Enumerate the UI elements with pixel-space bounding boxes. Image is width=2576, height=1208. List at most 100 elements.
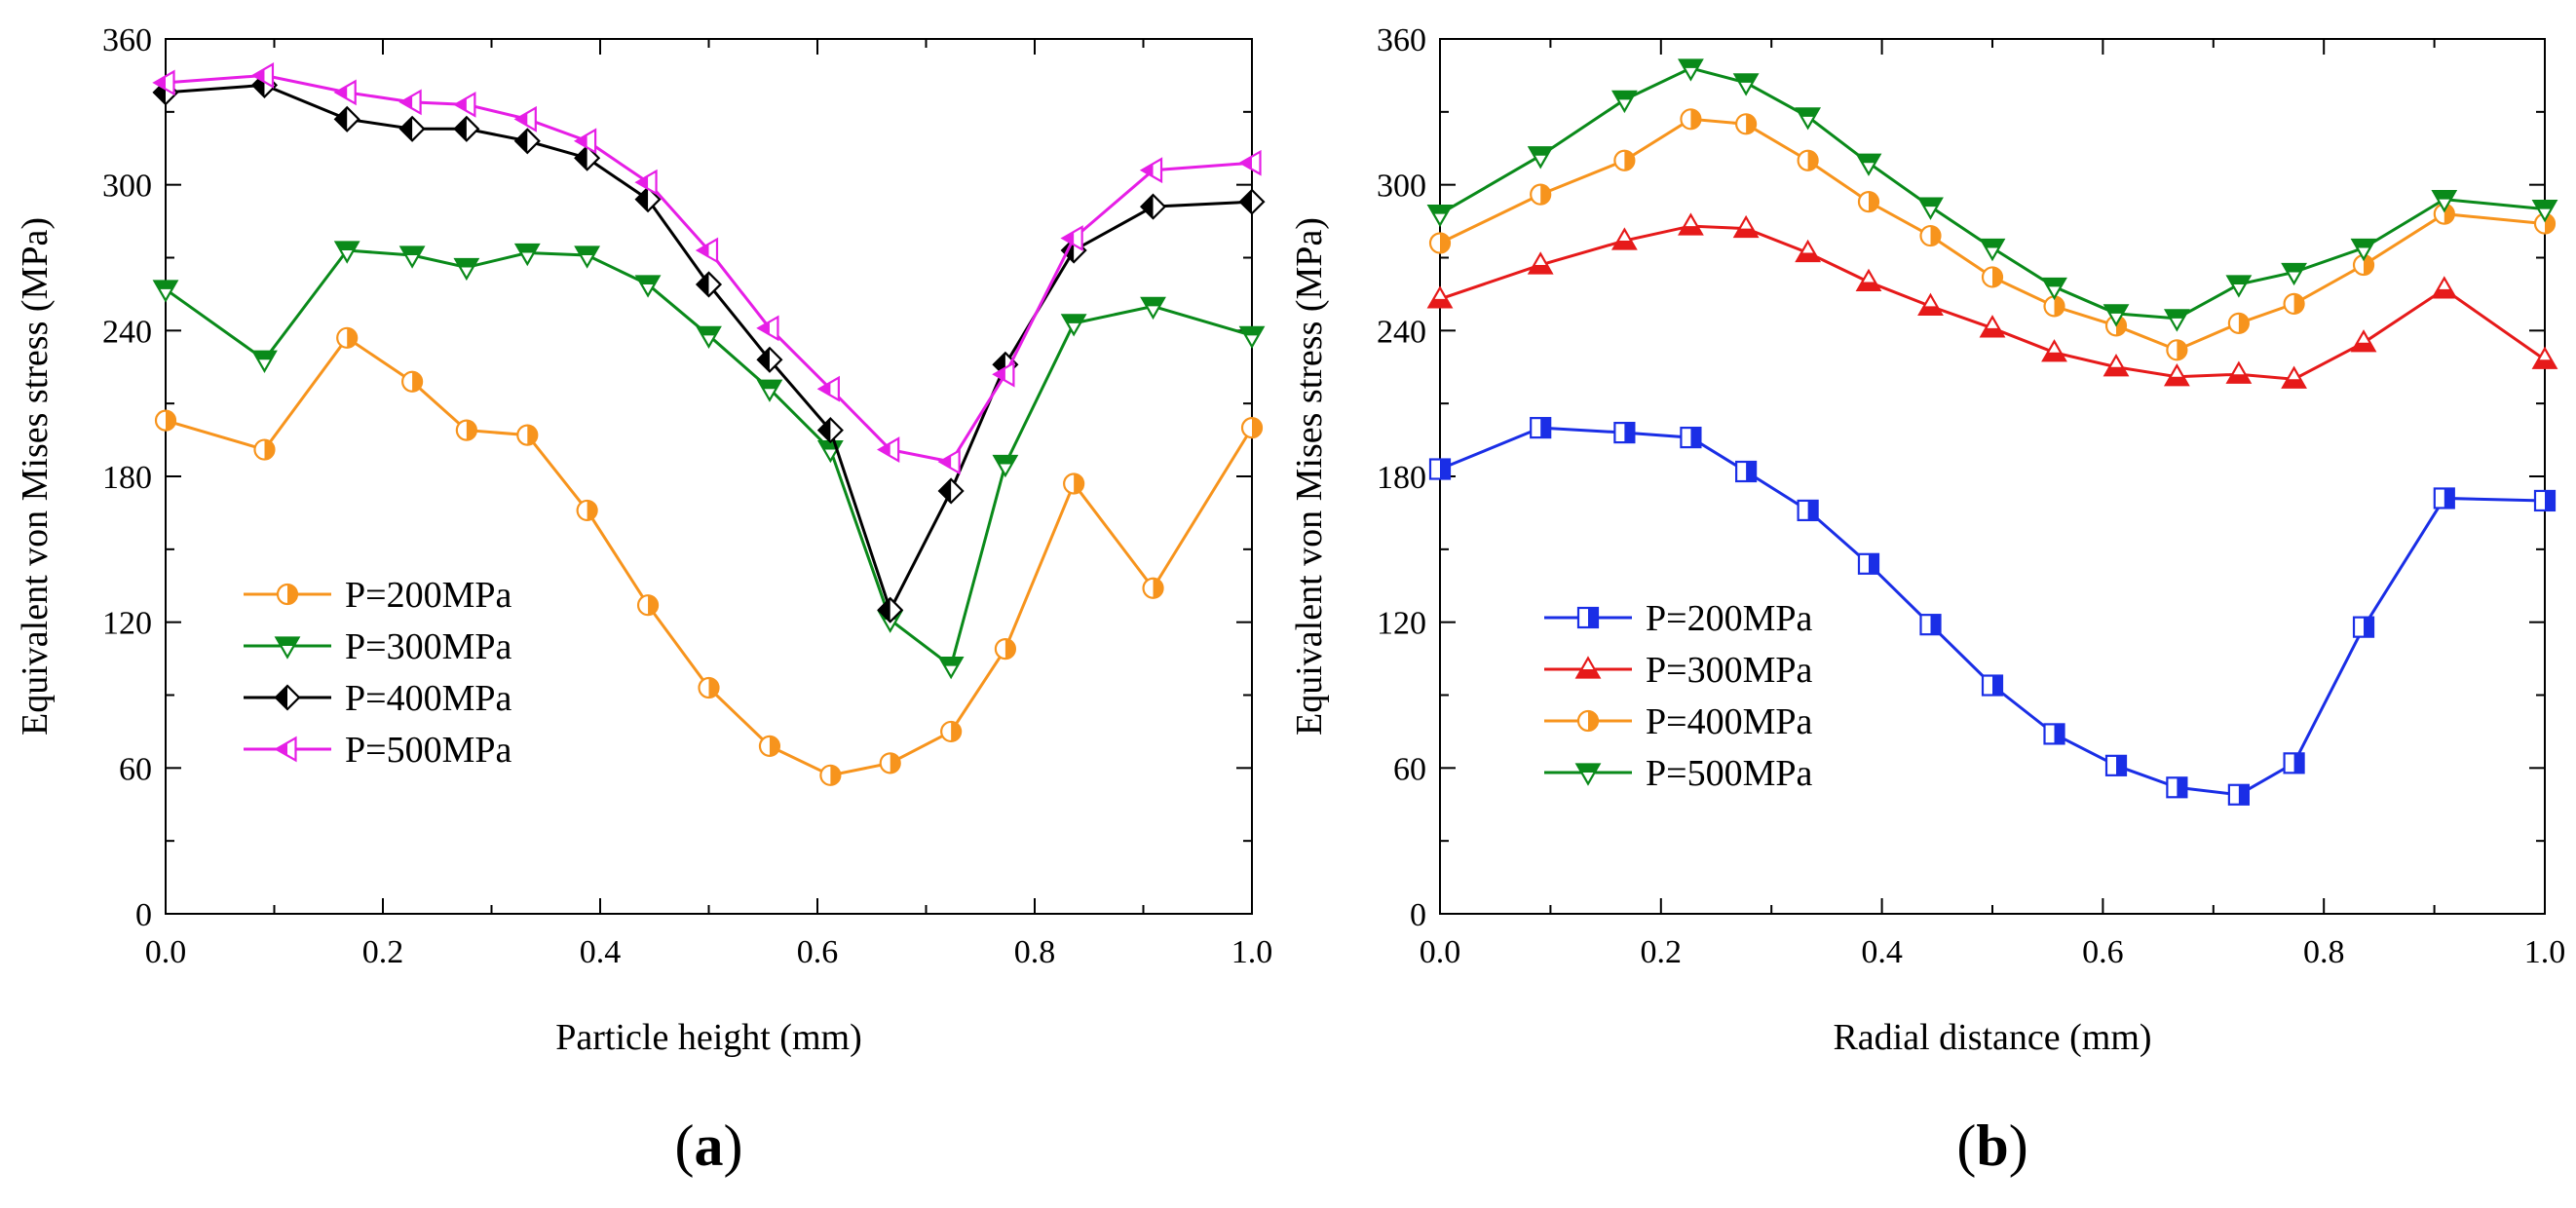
marker-fill — [1992, 675, 2002, 696]
marker-outline — [1917, 197, 1944, 220]
marker-outline — [152, 280, 179, 303]
data-point — [937, 656, 965, 680]
marker-outline — [1857, 191, 1880, 213]
legend-item: P=500MPa — [1544, 753, 1812, 794]
marker-outline — [336, 326, 359, 349]
marker-outline — [1140, 296, 1166, 321]
marker-outline — [513, 243, 541, 267]
data-point — [1139, 157, 1163, 184]
data-point — [2041, 339, 2067, 362]
legend-item: P=400MPa — [1544, 701, 1812, 742]
marker-fill — [2283, 379, 2306, 388]
marker-outline — [634, 275, 662, 298]
legend-label: P=300MPa — [1646, 650, 1812, 691]
marker-outline — [2102, 354, 2130, 377]
marker-outline — [453, 115, 480, 142]
data-point — [2227, 312, 2250, 334]
series-P=500MPa — [152, 62, 1262, 475]
x-tick-label: 0.2 — [362, 934, 404, 970]
data-point — [251, 350, 278, 373]
x-tick-label: 1.0 — [2524, 934, 2566, 970]
data-point — [696, 325, 722, 350]
data-point — [453, 91, 476, 118]
marker-fill — [1734, 74, 1758, 83]
marker-outline — [1735, 460, 1758, 483]
data-point — [695, 237, 719, 264]
marker-outline — [2350, 238, 2377, 262]
panel-label: (a) — [675, 1114, 743, 1178]
series-P=200MPa — [1428, 417, 2557, 806]
marker-outline — [1795, 107, 1822, 131]
legend-label: P=300MPa — [345, 626, 511, 667]
marker-outline — [940, 720, 963, 743]
data-point — [819, 764, 842, 786]
marker-outline — [1735, 113, 1758, 135]
marker-fill — [1240, 190, 1252, 214]
marker-fill — [276, 686, 287, 709]
marker-fill — [2283, 263, 2306, 273]
data-point — [453, 115, 480, 142]
x-tick-label: 0.8 — [2303, 934, 2345, 970]
marker-fill — [1690, 428, 1701, 448]
y-tick-label: 60 — [119, 751, 152, 787]
marker-outline — [634, 169, 658, 196]
marker-fill — [1062, 231, 1075, 245]
legend-marker — [1574, 763, 1602, 786]
marker-outline — [401, 370, 424, 393]
marker-fill — [335, 242, 359, 251]
marker-fill — [2533, 359, 2557, 368]
marker-outline — [513, 105, 537, 132]
x-axis-title: Particle height (mm) — [555, 1017, 861, 1058]
marker-fill — [636, 276, 660, 284]
data-point — [756, 315, 779, 342]
marker-fill — [1679, 226, 1702, 235]
data-point — [398, 245, 426, 269]
legend: P=200MPa P=300MPa P=400MPa P=500MPa — [244, 575, 511, 771]
marker-outline — [992, 360, 1015, 388]
marker-outline — [2531, 346, 2558, 369]
marker-fill — [2533, 201, 2557, 209]
data-point — [398, 115, 426, 142]
marker-outline — [758, 735, 781, 757]
marker-fill — [576, 134, 587, 148]
y-tick-label: 60 — [1393, 751, 1426, 787]
marker-outline — [1797, 149, 1819, 171]
data-point — [756, 346, 783, 373]
data-point — [333, 105, 360, 132]
data-point — [879, 752, 901, 774]
marker-outline — [1238, 188, 1266, 215]
data-point — [695, 271, 723, 298]
marker-fill — [1679, 59, 1702, 68]
marker-outline — [1919, 614, 1942, 636]
marker-fill — [698, 244, 709, 257]
marker-fill — [515, 245, 539, 253]
marker-outline — [333, 105, 360, 132]
data-point — [1527, 146, 1554, 170]
data-point — [333, 79, 357, 106]
marker-fill — [1807, 500, 1818, 520]
data-point — [2166, 339, 2188, 361]
marker-outline — [1613, 422, 1636, 444]
data-point — [756, 379, 783, 402]
data-point — [1680, 426, 1702, 449]
data-point — [1732, 214, 1760, 239]
data-point — [1735, 113, 1758, 135]
data-point — [401, 370, 424, 393]
data-point — [994, 638, 1016, 661]
data-point — [1732, 73, 1760, 96]
marker-outline — [453, 91, 476, 118]
marker-fill — [335, 86, 348, 99]
marker-outline — [1610, 90, 1638, 114]
marker-fill — [1529, 264, 1552, 274]
marker-outline — [154, 409, 177, 432]
data-point — [992, 360, 1015, 388]
plot-frame — [1439, 38, 2546, 915]
data-point — [634, 169, 658, 196]
data-point — [1795, 107, 1822, 131]
marker-fill — [1624, 423, 1635, 443]
marker-outline — [2283, 752, 2305, 774]
marker-fill — [2364, 617, 2374, 637]
panel-label: (b) — [1956, 1114, 2027, 1178]
marker-outline — [253, 438, 276, 461]
marker-outline — [398, 89, 422, 116]
